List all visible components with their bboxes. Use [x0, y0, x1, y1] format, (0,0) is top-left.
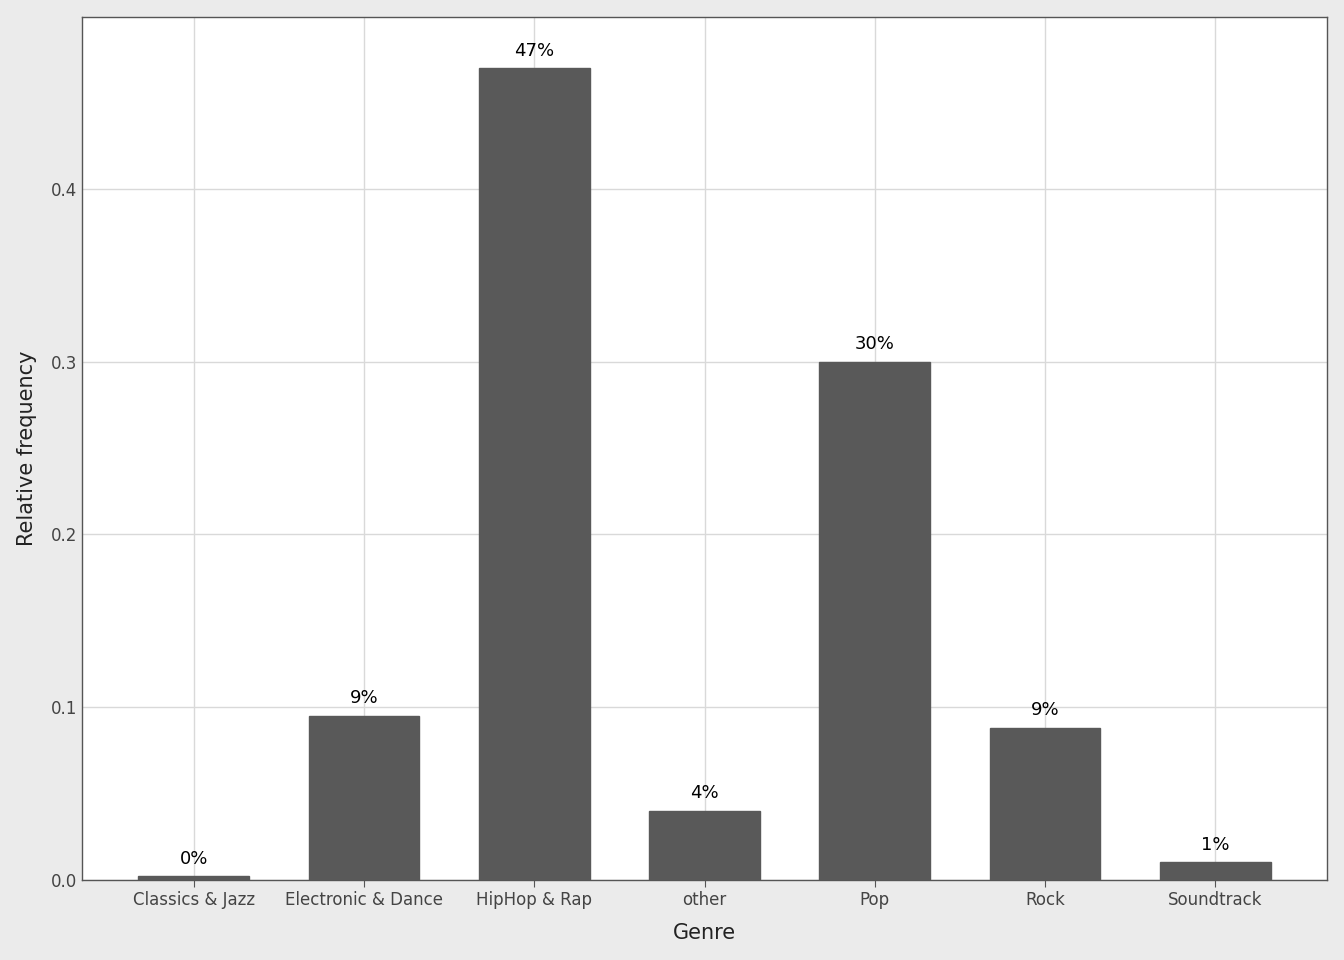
Text: 9%: 9% [349, 689, 378, 708]
Bar [820, 362, 930, 879]
Bar [989, 728, 1101, 879]
Bar [309, 715, 419, 879]
Bar [478, 68, 590, 879]
Text: 47%: 47% [515, 42, 554, 60]
Bar [1160, 862, 1270, 879]
Text: 4%: 4% [691, 784, 719, 802]
Text: 9%: 9% [1031, 701, 1059, 719]
Bar [649, 810, 759, 879]
Text: 1%: 1% [1202, 836, 1230, 853]
Text: 30%: 30% [855, 335, 895, 353]
Y-axis label: Relative frequency: Relative frequency [16, 350, 36, 546]
X-axis label: Genre: Genre [673, 924, 737, 944]
Text: 0%: 0% [180, 850, 208, 868]
Bar [138, 876, 249, 879]
